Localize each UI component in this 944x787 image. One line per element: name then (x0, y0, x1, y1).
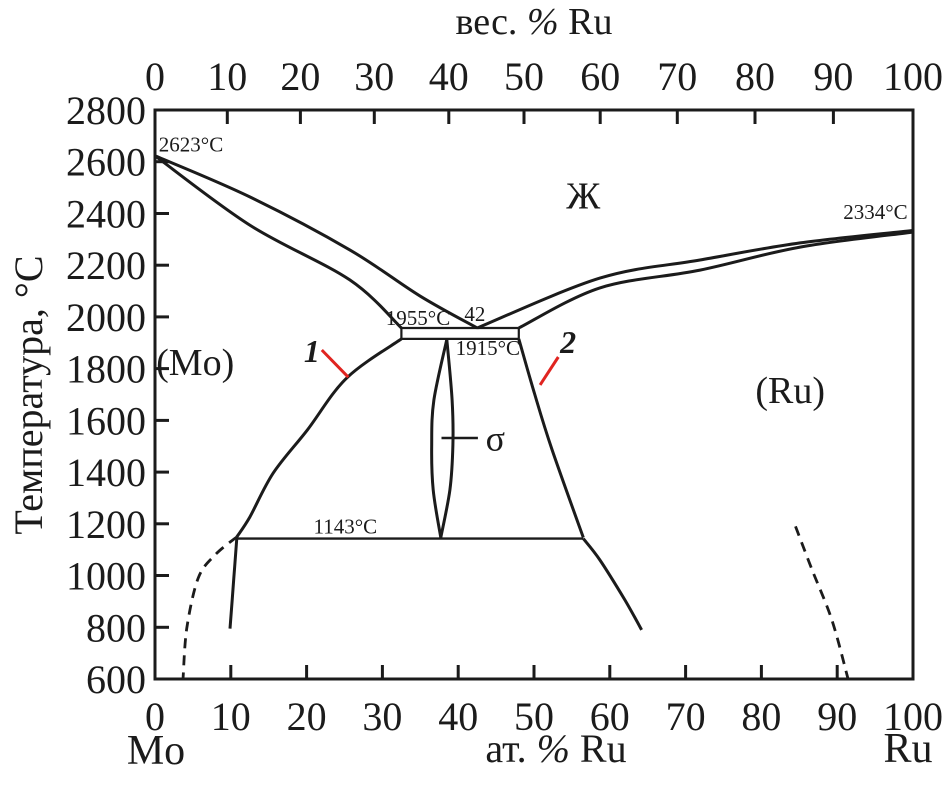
y-axis-tick-label: 600 (86, 657, 146, 702)
annotation-42: 42 (464, 302, 485, 326)
top-axis-tick-label: 50 (504, 54, 544, 99)
top-axis-tick-label: 20 (280, 54, 320, 99)
bottom-axis-tick-label: 60 (590, 694, 630, 739)
top-axis-tick-label: 90 (813, 54, 853, 99)
bottom-axis-tick-label: 10 (211, 694, 251, 739)
bottom-axis-tick-label: 90 (817, 694, 857, 739)
bottom-axis-tick-label: 70 (666, 694, 706, 739)
top-axis-tick-label: 40 (429, 54, 469, 99)
bottom-axis-mo-label: Mo (127, 728, 185, 774)
annotation-ru: (Ru) (755, 370, 825, 412)
curve-1-red-tick (320, 348, 350, 379)
y-axis-tick-label: 2400 (66, 192, 146, 237)
annotation-1143c: 1143°C (313, 514, 377, 538)
annotation-2623c: 2623°C (159, 132, 223, 156)
bottom-axis-tick-label: 100 (883, 694, 943, 739)
top-axis-tick-label: 0 (145, 54, 165, 99)
curve-liquidus-left (154, 154, 478, 330)
curve-mo-solvus-lower (228, 536, 239, 629)
top-axis-tick-label: 100 (883, 54, 943, 99)
curve-solidus-left (154, 154, 403, 330)
top-axis-tick-label: 70 (657, 54, 697, 99)
curve-mo-solvus-dashed (181, 535, 238, 680)
y-axis-tick-label: 2600 (66, 140, 146, 185)
y-axis-tick-label: 2200 (66, 243, 146, 288)
bottom-axis-tick-label: 80 (741, 694, 781, 739)
curve-liquidus-right (476, 229, 914, 330)
annotation-ж: Ж (566, 175, 601, 217)
bottom-axis-tick-label: 20 (287, 694, 327, 739)
annotation-mo: (Mo) (156, 342, 234, 384)
top-axis-tick-label: 80 (735, 54, 775, 99)
y-axis-title: Температура, °C (6, 255, 51, 534)
curve-solidus-right (518, 230, 914, 330)
y-axis-tick-label: 800 (86, 605, 146, 650)
bottom-axis-title: ат. % Ru (485, 726, 626, 771)
top-axis-tick-label: 60 (580, 54, 620, 99)
y-axis-tick-label: 1200 (66, 502, 146, 547)
curve-ru-solvus-dashed (794, 525, 850, 679)
y-axis-tick-label: 1800 (66, 347, 146, 392)
bottom-axis-tick-label: 30 (362, 694, 402, 739)
annotation-1915c: 1915°C (456, 336, 520, 360)
curve-ru-solvus-lower (582, 537, 643, 631)
bottom-axis-ru-label: Ru (883, 726, 932, 772)
y-axis-tick-label: 2800 (66, 88, 146, 133)
annotation-2: 2 (559, 324, 576, 360)
curve-sigma-right-boundary (439, 339, 455, 538)
top-axis-title: вес. % Ru (456, 1, 613, 43)
top-axis-tick-label: 10 (207, 54, 247, 99)
curve-2-red-tick (538, 356, 560, 386)
bottom-axis-tick-label: 40 (438, 694, 478, 739)
annotation-σ: σ (486, 419, 505, 459)
curve-sigma-left-boundary (430, 339, 449, 538)
top-axis-tick-label: 30 (354, 54, 394, 99)
bottom-axis-tick-label: 0 (145, 694, 165, 739)
annotation-1955c: 1955°C (386, 306, 450, 330)
bottom-axis-tick-label: 50 (514, 694, 554, 739)
annotation-1: 1 (304, 333, 320, 369)
y-axis-tick-label: 1400 (66, 450, 146, 495)
curve-ru-sigma-boundary (517, 338, 585, 539)
y-axis-tick-label: 1000 (66, 554, 146, 599)
annotation-2334c: 2334°C (843, 200, 907, 224)
y-axis-tick-label: 1600 (66, 398, 146, 443)
y-axis-tick-label: 2000 (66, 295, 146, 340)
curve-mo-solvus (235, 337, 403, 538)
